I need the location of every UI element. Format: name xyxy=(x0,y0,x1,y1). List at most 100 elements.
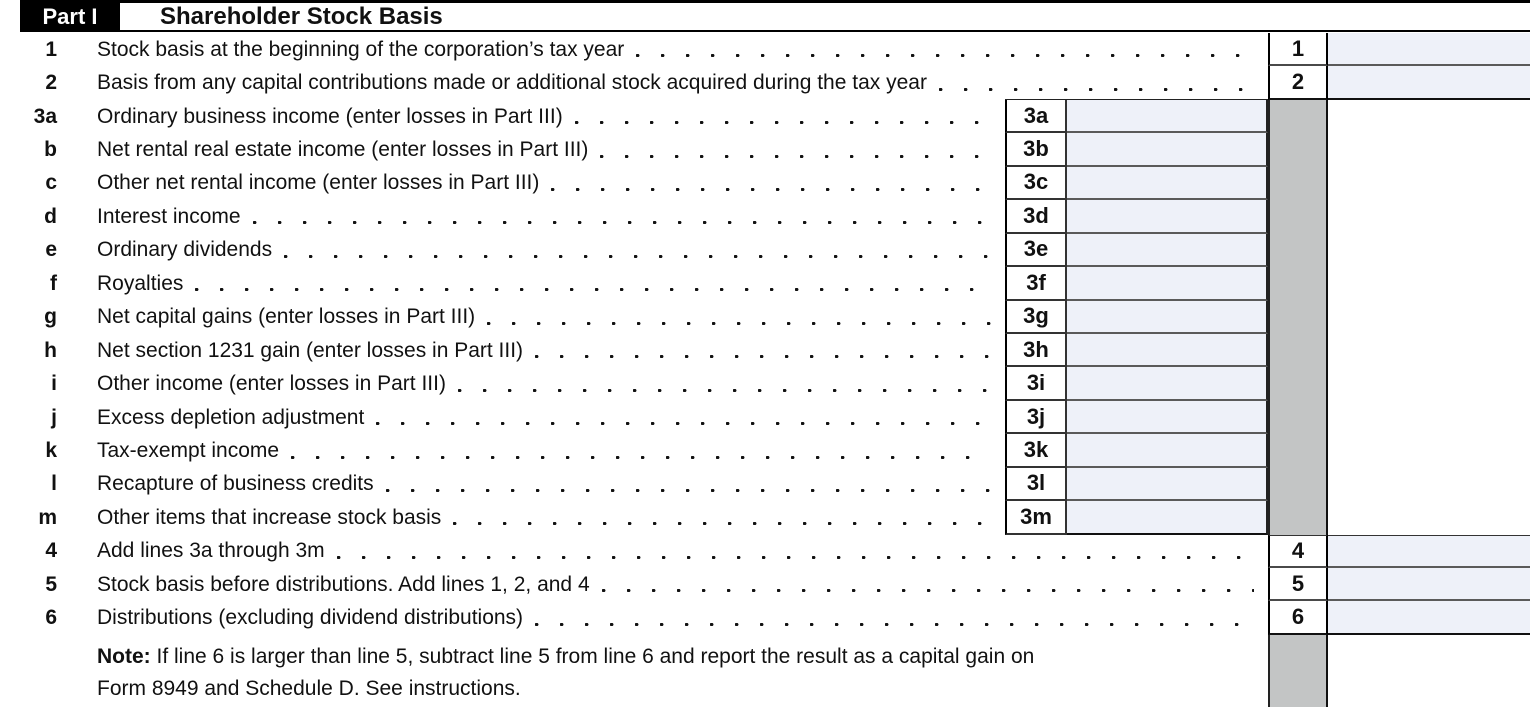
row-line-5: 5 Stock basis before distributions. Add … xyxy=(0,568,1536,602)
line-1-box-number: 1 xyxy=(1268,33,1328,67)
dot-leader xyxy=(336,555,1254,559)
line-label: Stock basis at the beginning of the corp… xyxy=(97,37,625,61)
line-number: c xyxy=(45,171,57,195)
line-number: l xyxy=(51,472,57,496)
top-rule xyxy=(20,0,1530,3)
line-3m-box-number: 3m xyxy=(1005,501,1067,535)
line-number: d xyxy=(44,204,57,228)
line-3c-amount-input[interactable] xyxy=(1067,166,1268,201)
line-number: e xyxy=(45,238,57,262)
line-3l-box-number: 3l xyxy=(1005,467,1067,502)
dot-leader xyxy=(291,455,991,459)
line-3m-amount-input[interactable] xyxy=(1067,501,1268,535)
note-label: Note: xyxy=(97,645,151,668)
line-label: Other income (enter losses in Part III) xyxy=(97,372,446,396)
line-label: Other net rental income (enter losses in… xyxy=(97,171,540,195)
dot-leader xyxy=(636,54,1254,58)
line-label: Distributions (excluding dividend distri… xyxy=(97,606,524,630)
line-label: Net rental real estate income (enter los… xyxy=(97,138,589,162)
form-rows: 1 Stock basis at the beginning of the co… xyxy=(0,33,1536,635)
line-label: Excess depletion adjustment xyxy=(97,405,365,429)
dot-leader xyxy=(376,422,991,426)
row-line-3f: f Royalties 3f xyxy=(0,267,1536,301)
part-badge: Part I xyxy=(20,3,120,30)
dot-leader xyxy=(535,622,1254,626)
line-3j-box-number: 3j xyxy=(1005,400,1067,435)
line-number: i xyxy=(51,372,57,396)
line-3e-amount-input[interactable] xyxy=(1067,233,1268,268)
dot-leader xyxy=(453,522,991,526)
row-line-3k: k Tax-exempt income 3k xyxy=(0,434,1536,468)
line-number: j xyxy=(51,405,57,429)
line-label: Ordinary dividends xyxy=(97,238,273,262)
dot-leader xyxy=(551,188,991,192)
part-title: Shareholder Stock Basis xyxy=(160,2,443,30)
line-3f-amount-input[interactable] xyxy=(1067,267,1268,301)
line-3d-amount-input[interactable] xyxy=(1067,200,1268,234)
row-line-3e: e Ordinary dividends 3e xyxy=(0,233,1536,268)
dot-leader xyxy=(284,254,991,259)
note-text: Note: If line 6 is larger than line 5, s… xyxy=(97,641,1252,705)
line-4-amount-input[interactable] xyxy=(1328,534,1530,568)
row-line-3c: c Other net rental income (enter losses … xyxy=(0,166,1536,201)
note-line2: Form 8949 and Schedule D. See instructio… xyxy=(97,677,521,700)
line-3l-amount-input[interactable] xyxy=(1067,467,1268,502)
line-label: Stock basis before distributions. Add li… xyxy=(97,572,590,596)
line-3h-amount-input[interactable] xyxy=(1067,333,1268,368)
row-line-3m: m Other items that increase stock basis … xyxy=(0,501,1536,535)
line-number: 1 xyxy=(45,37,57,61)
line-3d-box-number: 3d xyxy=(1005,200,1067,234)
line-number: 4 xyxy=(45,539,57,563)
line-3e-box-number: 3e xyxy=(1005,233,1067,268)
line-1-amount-input[interactable] xyxy=(1328,33,1530,67)
line-number: 6 xyxy=(45,606,57,630)
row-line-6: 6 Distributions (excluding dividend dist… xyxy=(0,601,1536,635)
line-3i-box-number: 3i xyxy=(1005,367,1067,401)
dot-leader xyxy=(252,221,991,225)
line-label: Other items that increase stock basis xyxy=(97,505,442,529)
line-number: b xyxy=(44,138,57,162)
line-3h-box-number: 3h xyxy=(1005,333,1067,368)
line-6-box-number: 6 xyxy=(1268,601,1328,635)
line-3b-box-number: 3b xyxy=(1005,133,1067,167)
line-label: Basis from any capital contributions mad… xyxy=(97,71,927,95)
line-3j-amount-input[interactable] xyxy=(1067,400,1268,435)
shaded-column-lower xyxy=(1268,635,1328,707)
line-label: Royalties xyxy=(97,271,184,295)
row-line-3i: i Other income (enter losses in Part III… xyxy=(0,367,1536,401)
line-3b-amount-input[interactable] xyxy=(1067,133,1268,167)
shaded-column-upper xyxy=(1268,100,1328,535)
line-number: 3a xyxy=(33,104,57,128)
dot-leader xyxy=(195,288,991,292)
line-5-amount-input[interactable] xyxy=(1328,568,1530,602)
line-3a-amount-input[interactable] xyxy=(1067,99,1268,134)
row-line-1: 1 Stock basis at the beginning of the co… xyxy=(0,33,1536,67)
line-label: Net capital gains (enter losses in Part … xyxy=(97,305,476,329)
line-6-amount-input[interactable] xyxy=(1328,601,1530,635)
note-line1: If line 6 is larger than line 5, subtrac… xyxy=(150,645,1035,668)
dot-leader xyxy=(574,121,991,125)
line-number: k xyxy=(45,438,57,462)
line-3i-amount-input[interactable] xyxy=(1067,367,1268,401)
line-3g-amount-input[interactable] xyxy=(1067,300,1268,334)
row-line-4: 4 Add lines 3a through 3m 4 xyxy=(0,534,1536,568)
line-number: 5 xyxy=(45,572,57,596)
row-line-3g: g Net capital gains (enter losses in Par… xyxy=(0,300,1536,334)
line-3k-amount-input[interactable] xyxy=(1067,434,1268,468)
line-label: Tax-exempt income xyxy=(97,438,280,462)
row-line-3h: h Net section 1231 gain (enter losses in… xyxy=(0,333,1536,368)
block-3-top-border xyxy=(1005,98,1268,101)
row-line-3j: j Excess depletion adjustment 3j xyxy=(0,400,1536,435)
row-line-3l: l Recapture of business credits 3l xyxy=(0,467,1536,502)
line-3f-box-number: 3f xyxy=(1005,267,1067,301)
line-5-box-number: 5 xyxy=(1268,568,1328,602)
part1-header: Part I Shareholder Stock Basis xyxy=(20,3,1530,32)
line-2-box-number: 2 xyxy=(1268,66,1328,100)
dot-leader xyxy=(385,488,991,493)
line-3k-box-number: 3k xyxy=(1005,434,1067,468)
line-2-amount-input[interactable] xyxy=(1328,66,1530,100)
line-number: f xyxy=(50,271,57,295)
dot-leader xyxy=(487,321,991,325)
line-number: m xyxy=(38,505,57,529)
